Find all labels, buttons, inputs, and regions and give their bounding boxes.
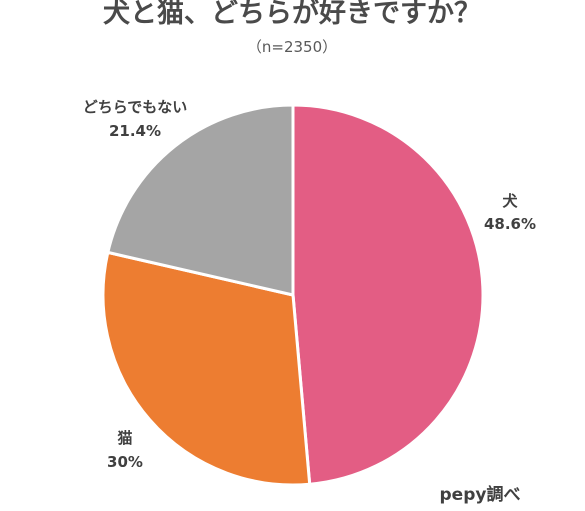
chart-title: 犬と猫、どちらが好きですか？ [103,0,481,29]
slice-value-neither: 21.4% [109,122,161,140]
chart-subtitle: （n=2350） [247,38,337,56]
slice-value-cat: 30% [107,453,143,471]
slice-value-dog: 48.6% [484,215,536,233]
pie-slices [101,103,485,487]
slice-dog [291,103,485,486]
slice-label-cat: 猫 [117,429,132,447]
slice-label-dog: 犬 [502,192,518,210]
slice-cat [101,250,312,487]
slice-neither [106,103,295,297]
source-note: pepy調べ [440,484,521,505]
slice-label-neither: どちらでもない [83,98,188,116]
